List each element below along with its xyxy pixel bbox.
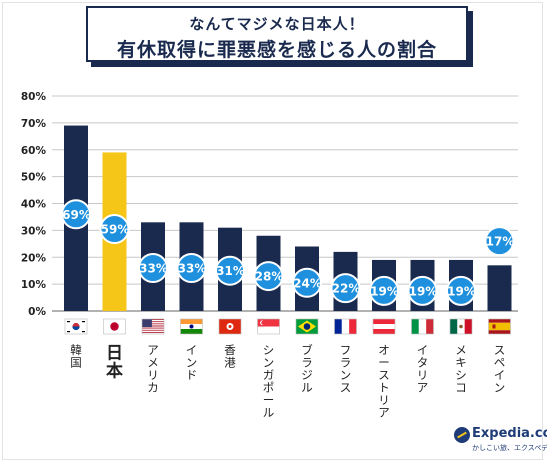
data-label: 19% xyxy=(409,284,438,298)
chart-title: 有休取得に罪悪感を感じる人の割合 xyxy=(116,39,437,61)
data-label: 28% xyxy=(255,270,284,284)
data-label: 33% xyxy=(139,262,168,276)
data-label: 33% xyxy=(178,262,207,276)
value-bubble xyxy=(292,267,322,298)
flag-spain-icon xyxy=(488,318,511,335)
chart-subtitle: なんてマジメな日本人！ xyxy=(189,15,365,33)
category-label: シンガポール xyxy=(263,343,275,420)
data-label: 17% xyxy=(486,235,515,249)
bar xyxy=(487,265,512,311)
category-label: アメリカ xyxy=(147,343,159,395)
flag-south-korea-icon xyxy=(64,318,88,335)
y-tick-label: 50% xyxy=(21,172,47,184)
y-tick-label: 40% xyxy=(21,199,47,211)
y-tick-label: 60% xyxy=(21,145,47,157)
y-tick-label: 80% xyxy=(21,91,47,103)
y-tick-label: 10% xyxy=(21,279,47,291)
y-tick-label: 0% xyxy=(28,306,46,318)
category-label: 日本 xyxy=(106,343,123,381)
value-bubble xyxy=(407,275,438,306)
flag-brazil-icon xyxy=(295,318,319,335)
value-bubble xyxy=(138,253,168,283)
flag-japan-icon xyxy=(103,318,126,335)
data-label: 24% xyxy=(293,276,322,290)
category-label: ブラジル xyxy=(301,343,313,395)
data-label: 22% xyxy=(332,282,361,296)
category-label: 韓国 xyxy=(70,343,82,370)
flag-mexico-icon xyxy=(449,318,473,335)
value-bubble xyxy=(446,275,476,306)
chart-frame xyxy=(2,2,543,460)
flag-italy-icon xyxy=(411,318,434,335)
value-bubble xyxy=(330,273,361,304)
flag-india-icon xyxy=(180,318,203,335)
flag-hong-kong-icon xyxy=(218,318,242,335)
data-label: 19% xyxy=(370,284,399,298)
expedia-logo: Expedia.co.jp かしこい旅、エクスペディア xyxy=(454,426,547,456)
category-label: 香港 xyxy=(224,343,236,370)
y-tick-label: 30% xyxy=(21,225,47,237)
value-bubble xyxy=(484,226,515,257)
value-bubble xyxy=(253,261,284,292)
data-label: 59% xyxy=(101,223,130,237)
value-bubble xyxy=(176,253,207,283)
value-bubble xyxy=(99,214,130,245)
globe-icon xyxy=(454,427,470,443)
flag-usa-icon xyxy=(141,318,165,335)
data-label: 31% xyxy=(216,264,245,278)
logo-name: Expedia.co.jp xyxy=(472,426,547,441)
category-label: イタリア xyxy=(417,343,429,395)
y-tick-label: 70% xyxy=(21,118,47,130)
category-label: オーストリア xyxy=(378,343,390,420)
flag-singapore-icon xyxy=(257,318,280,335)
value-bubble xyxy=(215,255,245,286)
category-label: フランス xyxy=(340,343,352,395)
flag-france-icon xyxy=(334,318,357,335)
category-label: インド xyxy=(186,343,198,382)
logo-tagline: かしこい旅、エクスペディア xyxy=(472,444,547,452)
category-label: メキシコ xyxy=(455,343,467,395)
value-bubble xyxy=(61,199,91,230)
y-tick-label: 20% xyxy=(21,252,47,264)
flag-austria-icon xyxy=(372,318,396,335)
category-label: スペイン xyxy=(494,343,506,395)
data-label: 69% xyxy=(62,208,91,222)
title-box: なんてマジメな日本人！ 有休取得に罪悪感を感じる人の割合 xyxy=(86,6,468,62)
data-label: 19% xyxy=(447,284,476,298)
value-bubble xyxy=(369,275,399,306)
